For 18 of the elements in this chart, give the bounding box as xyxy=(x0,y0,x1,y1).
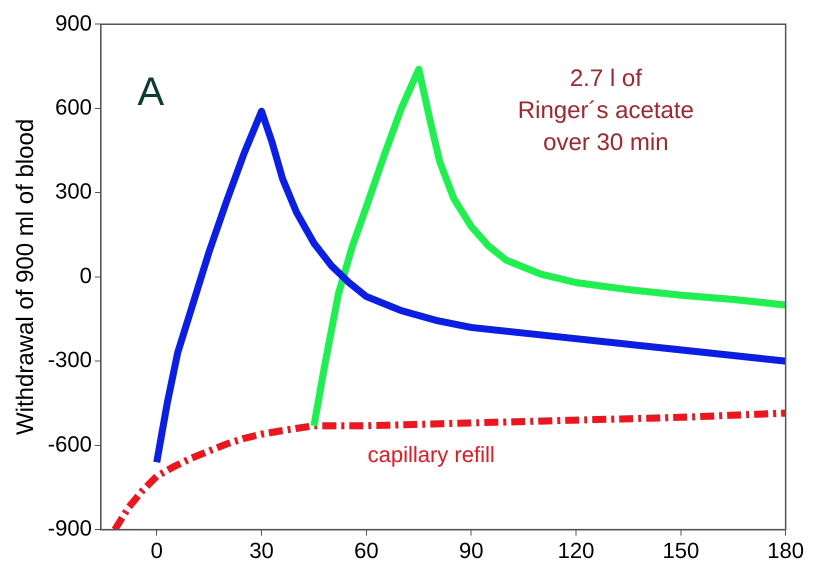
x-tick-label: 150 xyxy=(662,538,700,563)
x-tick-label: 120 xyxy=(558,538,594,563)
x-tick-label: 60 xyxy=(354,538,379,563)
y-tick-label: 600 xyxy=(55,94,92,120)
y-tick-label: 300 xyxy=(55,178,92,204)
annotation: A xyxy=(137,70,164,114)
series-label: capillary refill xyxy=(368,442,495,467)
x-tick-label: 90 xyxy=(458,538,484,563)
y-tick-label: 900 xyxy=(55,10,92,36)
x-tick-label: 30 xyxy=(249,538,274,563)
y-axis-title: Withdrawal of 900 ml of blood xyxy=(12,118,40,435)
y-tick-label: -600 xyxy=(48,431,92,456)
annotation: 2.7 l of Ringer´s acetate over 30 min xyxy=(518,64,694,156)
y-tick-label: -900 xyxy=(48,516,92,541)
y-tick-label: -300 xyxy=(48,347,92,372)
y-tick-label: 0 xyxy=(80,262,92,288)
x-tick-label: 180 xyxy=(767,538,804,563)
x-tick-label: 0 xyxy=(150,538,163,563)
